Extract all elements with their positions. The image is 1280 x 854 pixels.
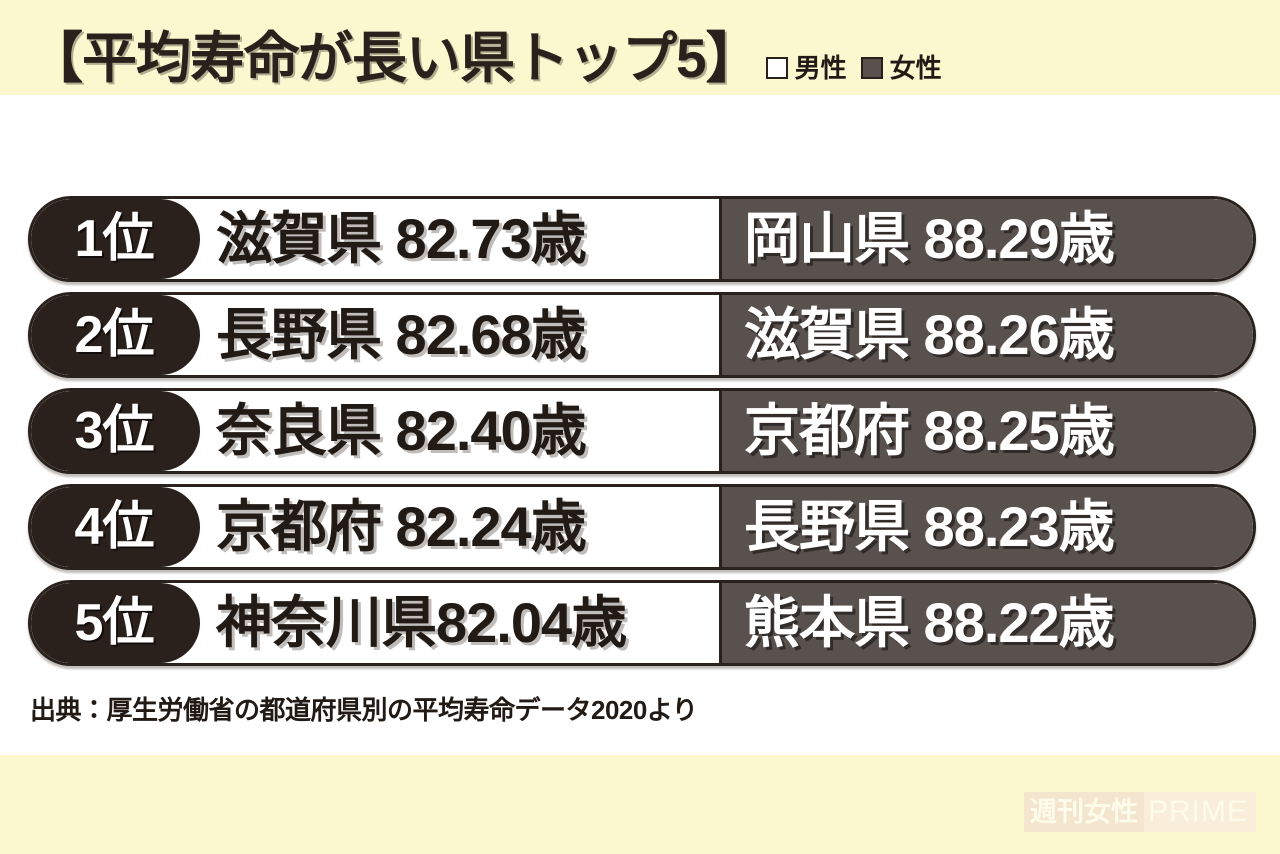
rank-badge-label: 2位 [74, 306, 155, 364]
female-value: 京都府 88.25歳 [744, 399, 1115, 462]
source-note: 出典：厚生労働省の都道府県別の平均寿命データ2020より [30, 695, 698, 725]
male-cell: 2位 長野県 82.68歳 [31, 295, 719, 375]
rank-badge-label: 3位 [74, 402, 155, 460]
table-row: 4位 京都府 82.24歳 長野県 88.23歳 [28, 484, 1256, 570]
legend-item-female: 女性 [860, 53, 942, 83]
legend-label-female: 女性 [889, 53, 942, 83]
rank-badge: 2位 [31, 295, 200, 375]
filled-square-icon [860, 57, 883, 79]
rank-badge: 3位 [31, 391, 200, 471]
rank-badge-label: 4位 [74, 498, 155, 556]
male-value: 神奈川県82.04歳 [216, 591, 627, 654]
white-square-icon [765, 57, 788, 79]
female-value: 熊本県 88.22歳 [744, 591, 1115, 654]
watermark-en-text: PRIME [1143, 792, 1256, 832]
rank-badge: 4位 [31, 487, 200, 567]
rank-badge: 5位 [31, 583, 200, 663]
chart-header: 【平均寿命が長い県トップ5】 男性 女性 [28, 8, 1258, 86]
table-row: 5位 神奈川県82.04歳 熊本県 88.22歳 [28, 580, 1256, 666]
table-row: 3位 奈良県 82.40歳 京都府 88.25歳 [28, 388, 1256, 474]
female-value: 長野県 88.23歳 [744, 495, 1115, 558]
female-cell: 京都府 88.25歳 [719, 391, 1253, 471]
male-cell: 3位 奈良県 82.40歳 [31, 391, 719, 471]
page-title: 【平均寿命が長い県トップ5】 [28, 27, 761, 89]
male-cell: 4位 京都府 82.24歳 [31, 487, 719, 567]
legend-label-male: 男性 [794, 53, 847, 83]
table-row: 1位 滋賀県 82.73歳 岡山県 88.29歳 [28, 196, 1256, 282]
legend: 男性 女性 [765, 53, 956, 83]
male-value: 滋賀県 82.73歳 [216, 207, 587, 270]
female-cell: 滋賀県 88.26歳 [719, 295, 1253, 375]
male-value: 奈良県 82.40歳 [216, 399, 587, 462]
female-value: 滋賀県 88.26歳 [744, 303, 1115, 366]
male-cell: 1位 滋賀県 82.73歳 [31, 199, 719, 279]
legend-item-male: 男性 [765, 53, 847, 83]
ranking-table: 1位 滋賀県 82.73歳 岡山県 88.29歳 2位 長野県 82.68歳 滋… [28, 196, 1256, 676]
rank-badge-label: 1位 [74, 210, 155, 268]
table-row: 2位 長野県 82.68歳 滋賀県 88.26歳 [28, 292, 1256, 378]
watermark: 週刊女性 PRIME [1023, 792, 1256, 832]
female-value: 岡山県 88.29歳 [744, 207, 1115, 270]
rank-badge: 1位 [31, 199, 200, 279]
watermark-jp-text: 週刊女性 [1023, 792, 1144, 832]
female-cell: 熊本県 88.22歳 [719, 583, 1253, 663]
female-cell: 岡山県 88.29歳 [719, 199, 1253, 279]
female-cell: 長野県 88.23歳 [719, 487, 1253, 567]
rank-badge-label: 5位 [74, 594, 155, 652]
male-cell: 5位 神奈川県82.04歳 [31, 583, 719, 663]
male-value: 京都府 82.24歳 [216, 495, 587, 558]
male-value: 長野県 82.68歳 [216, 303, 587, 366]
